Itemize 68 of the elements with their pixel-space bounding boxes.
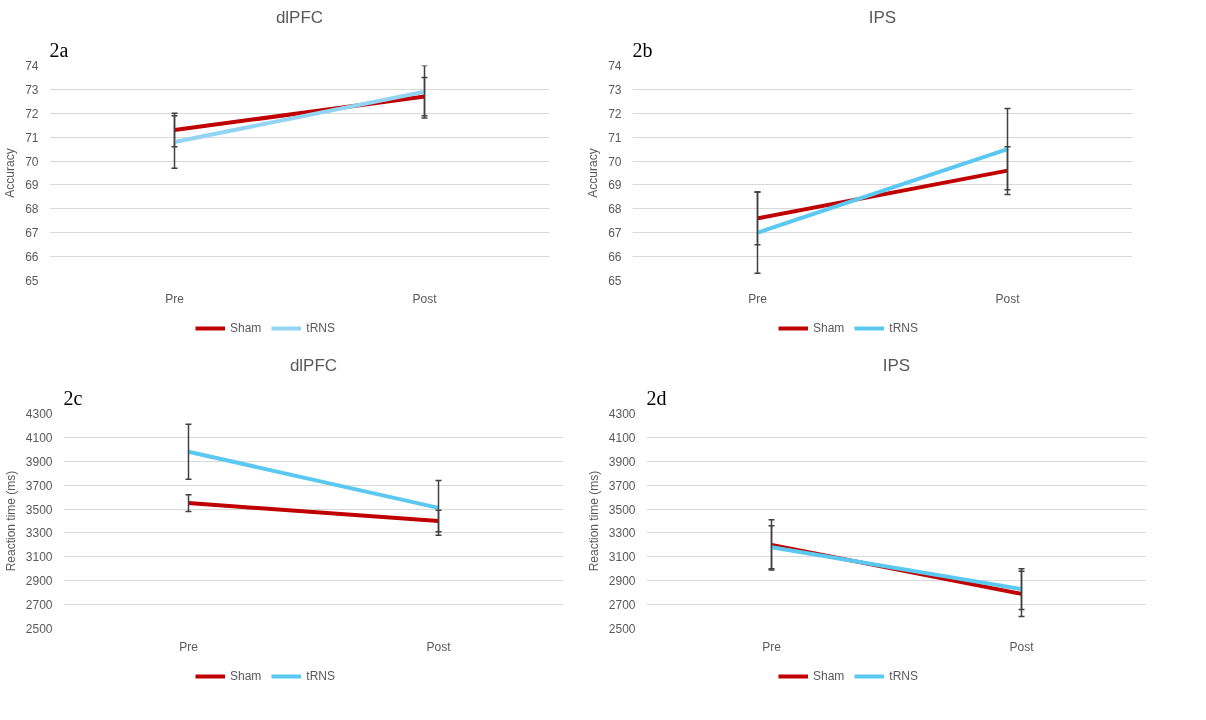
y-tick-label: 3700 <box>608 478 636 493</box>
y-tick-label: 3500 <box>608 502 636 517</box>
legend-label: Sham <box>229 321 262 335</box>
y-tick-label: 66 <box>25 250 39 265</box>
legend-label: Sham <box>812 669 845 683</box>
chart-title: dlPFC <box>289 355 338 375</box>
y-tick-label: 3300 <box>608 526 636 541</box>
chart-title: dlPFC <box>275 7 324 27</box>
y-tick-label: 3900 <box>608 454 636 469</box>
y-tick-label: 71 <box>25 130 39 145</box>
y-tick-label: 70 <box>608 154 622 169</box>
y-tick-label: 65 <box>25 274 39 288</box>
y-tick-label: 3100 <box>608 550 636 565</box>
y-tick-label: 68 <box>25 202 39 217</box>
y-tick-label: 73 <box>25 82 39 97</box>
y-tick-label: 3300 <box>25 526 53 541</box>
y-tick-label: 71 <box>608 130 622 145</box>
text: 2b <box>632 38 653 61</box>
y-axis-title: Reaction time (ms) <box>3 470 18 572</box>
y-tick-label: 2500 <box>608 622 636 636</box>
y-tick-label: 2900 <box>25 574 53 589</box>
y-tick-label: 3500 <box>25 502 53 517</box>
text: 2a <box>49 38 69 61</box>
y-tick-label: 74 <box>25 59 39 73</box>
y-tick-label: 4100 <box>25 430 53 445</box>
x-tick-label: Pre <box>748 291 768 306</box>
y-tick-label: 74 <box>608 59 622 73</box>
x-tick-label: Post <box>412 291 438 306</box>
y-tick-label: 4100 <box>608 430 636 445</box>
y-tick-label: 3100 <box>25 550 53 565</box>
legend-label: tRNS <box>889 321 919 335</box>
y-tick-label: 2700 <box>25 598 53 613</box>
x-tick-label: Post <box>995 291 1021 306</box>
y-tick-label: 68 <box>608 202 622 217</box>
y-tick-label: 2700 <box>608 598 636 613</box>
y-tick-label: 4300 <box>25 407 53 421</box>
text: 2d <box>646 386 667 409</box>
legend-label: tRNS <box>889 669 919 683</box>
x-tick-label: Post <box>1009 639 1035 654</box>
chart-title: IPS <box>882 355 911 375</box>
y-tick-label: 73 <box>608 82 622 97</box>
y-tick-label: 67 <box>608 226 622 241</box>
x-tick-label: Post <box>426 639 452 654</box>
text: 2c <box>63 386 83 409</box>
y-tick-label: 66 <box>608 250 622 265</box>
y-tick-label: 70 <box>25 154 39 169</box>
y-tick-label: 3700 <box>25 478 53 493</box>
y-tick-label: 4300 <box>608 407 636 421</box>
legend-label: Sham <box>812 321 845 335</box>
y-axis-title: Reaction time (ms) <box>586 470 601 572</box>
chart-title: IPS <box>868 7 897 27</box>
y-axis-title: Accuracy <box>586 148 601 198</box>
x-tick-label: Pre <box>165 291 185 306</box>
y-tick-label: 67 <box>25 226 39 241</box>
y-tick-label: 69 <box>25 178 39 193</box>
y-tick-label: 2500 <box>25 622 53 636</box>
x-tick-label: Pre <box>762 639 782 654</box>
x-tick-label: Pre <box>179 639 199 654</box>
y-tick-label: 69 <box>608 178 622 193</box>
y-axis-title: Accuracy <box>3 148 18 198</box>
legend-label: tRNS <box>306 669 336 683</box>
y-tick-label: 72 <box>25 106 39 121</box>
legend-label: Sham <box>229 669 262 683</box>
y-tick-label: 2900 <box>608 574 636 589</box>
y-tick-label: 3900 <box>25 454 53 469</box>
y-tick-label: 65 <box>608 274 622 288</box>
y-tick-label: 72 <box>608 106 622 121</box>
legend-label: tRNS <box>306 321 336 335</box>
